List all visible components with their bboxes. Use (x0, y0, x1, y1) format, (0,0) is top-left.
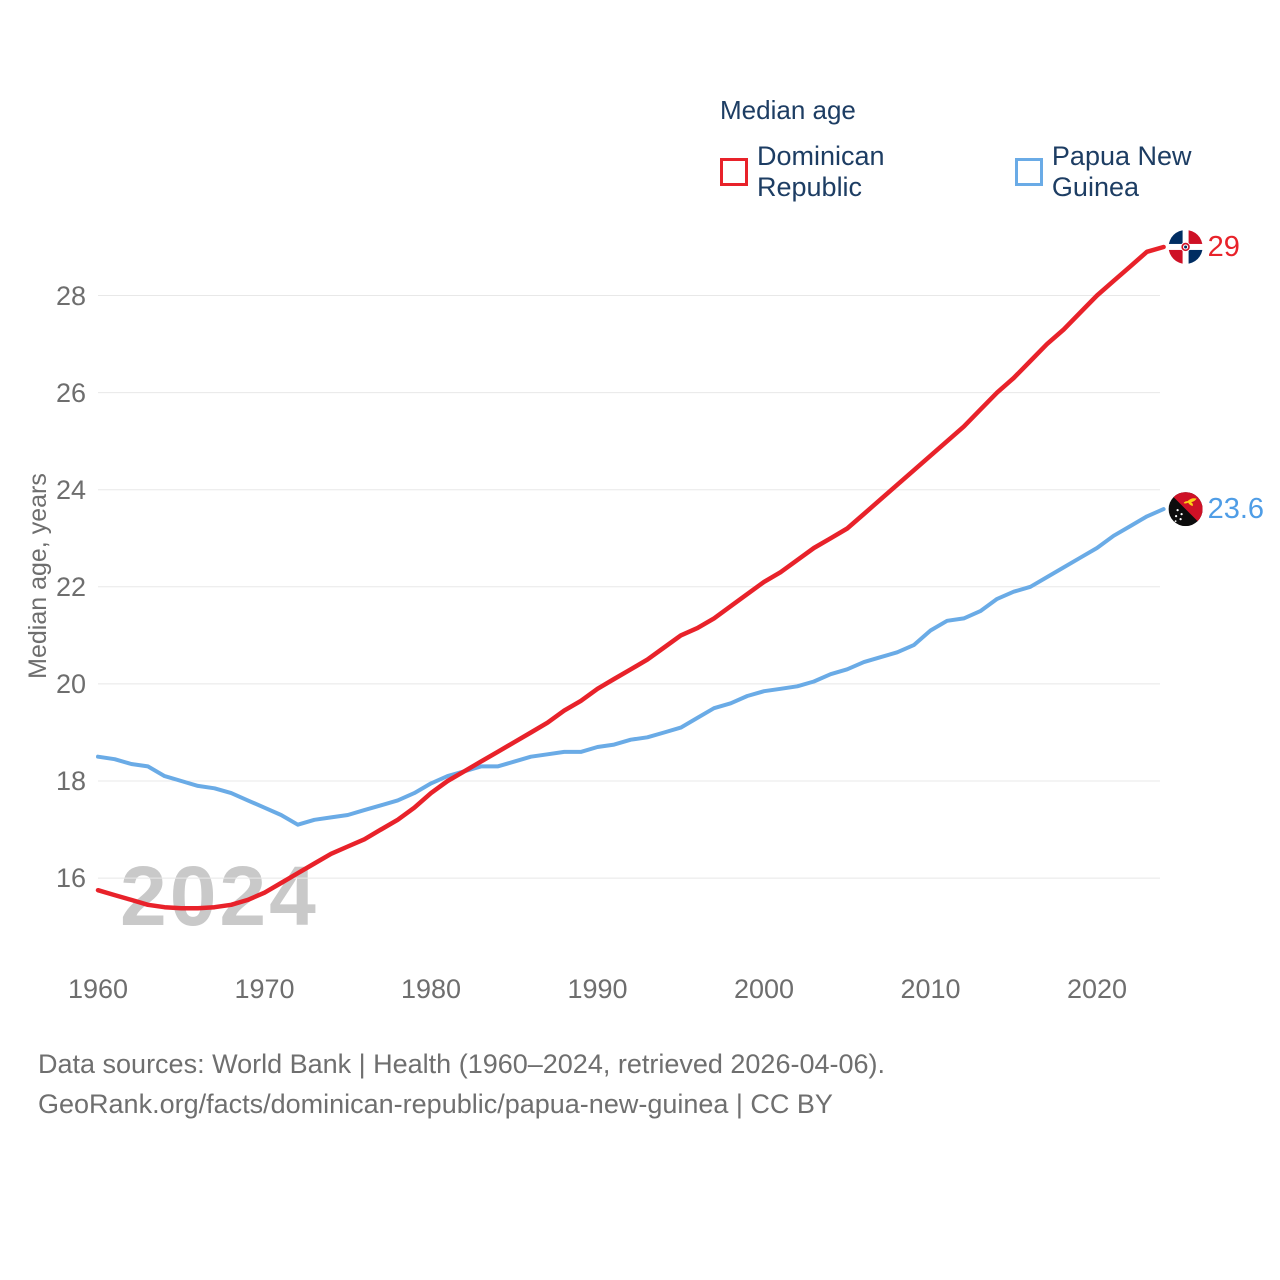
y-axis-title: Median age, years (24, 473, 52, 679)
gridlines (98, 295, 1160, 879)
legend-swatch-papua-new-guinea (1014, 157, 1043, 186)
x-tick-1990: 1990 (567, 974, 627, 1004)
x-tick-2000: 2000 (734, 974, 794, 1004)
dominican-republic-flag-icon (1168, 229, 1203, 264)
line-papua-new-guinea (96, 507, 1166, 827)
y-tick-28: 28 (56, 281, 86, 311)
footer: Data sources: World Bank | Health (1960–… (38, 1044, 885, 1124)
footer-url-line[interactable]: GeoRank.org/facts/dominican-republic/pap… (38, 1089, 833, 1119)
line-dominican-republic (95, 244, 1166, 911)
watermark-year: 2024 (120, 849, 319, 943)
y-tick-18: 18 (56, 766, 86, 796)
legend-swatch-dominican-republic (720, 157, 748, 186)
y-tick-24: 24 (56, 475, 86, 505)
y-tick-16: 16 (56, 863, 86, 893)
end-value-papua-new-guinea: 23.6 (1208, 493, 1264, 525)
end-value-dominican-republic: 29 (1208, 231, 1240, 263)
legend-title: Median age (720, 95, 856, 125)
x-tick-1970: 1970 (234, 974, 294, 1004)
x-tick-1980: 1980 (401, 974, 461, 1004)
footer-source-line: Data sources: World Bank | Health (1960–… (38, 1049, 885, 1079)
papua-new-guinea-flag-icon (1168, 492, 1203, 527)
y-tick-26: 26 (56, 378, 86, 408)
y-tick-20: 20 (56, 669, 86, 699)
legend-item-dominican-republic[interactable]: Dominican Republic (720, 141, 991, 203)
x-tick-2020: 2020 (1067, 974, 1127, 1004)
legend-label-papua-new-guinea: Papua New Guinea (1051, 140, 1192, 202)
legend-label-dominican-republic: Dominican Republic (757, 140, 885, 202)
legend-item-papua-new-guinea[interactable]: Papua New Guinea (1014, 140, 1280, 203)
y-tick-22: 22 (56, 572, 86, 602)
legend-items: Dominican Republic Papua New Guinea (720, 141, 1280, 203)
legend: Median age Dominican Republic Papua New … (720, 95, 1280, 203)
x-tick-1960: 1960 (68, 974, 128, 1004)
x-tick-2010: 2010 (900, 974, 960, 1004)
